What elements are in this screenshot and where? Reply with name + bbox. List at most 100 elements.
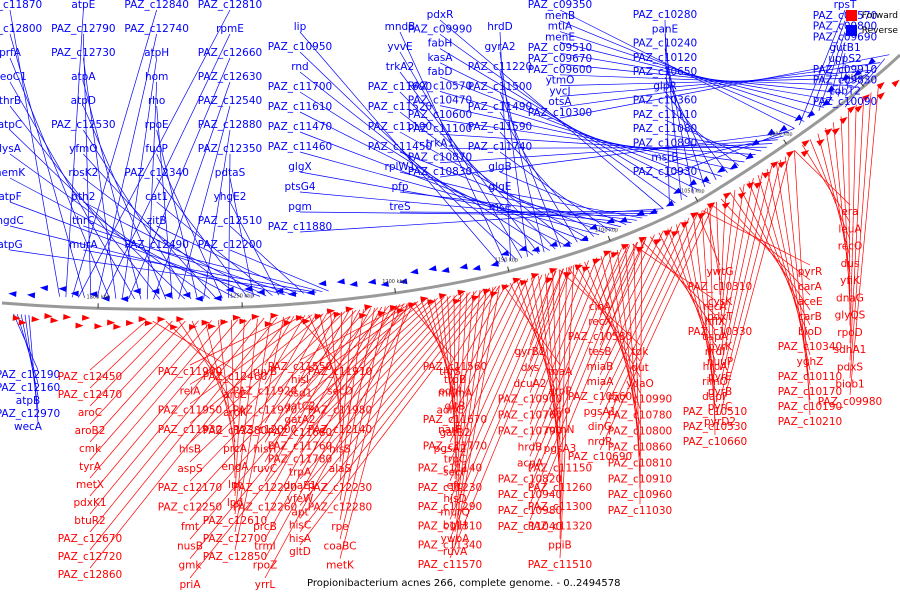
forward-gene-arrow bbox=[50, 317, 59, 324]
forward-connector bbox=[599, 234, 655, 346]
forward-connector bbox=[264, 306, 383, 521]
forward-connector bbox=[529, 241, 639, 505]
reverse-gene-arrow bbox=[717, 166, 726, 173]
reverse-gene-label: PAZ_c11610 bbox=[268, 101, 332, 113]
forward-gene-label: tdk bbox=[632, 346, 650, 358]
forward-gene-arrow bbox=[777, 161, 787, 169]
reverse-gene-label: trkA1 bbox=[426, 137, 454, 149]
reverse-connector bbox=[559, 42, 824, 108]
forward-connector bbox=[599, 203, 715, 451]
forward-gene-label: cmk bbox=[79, 443, 102, 455]
reverse-gene-label: PAZ_c11870 bbox=[0, 0, 42, 11]
reverse-connector bbox=[156, 105, 173, 300]
forward-connector bbox=[552, 271, 561, 501]
reverse-gene-arrow bbox=[665, 200, 675, 207]
reverse-gene-label: yhgE2 bbox=[214, 191, 247, 203]
reverse-connector bbox=[156, 249, 323, 293]
forward-gene-label: PAZ_c10690 bbox=[568, 451, 632, 463]
reverse-gene-label: PAZ_c10470 bbox=[408, 95, 472, 107]
figure-caption: Propionibacterium acnes 266, complete ge… bbox=[307, 578, 621, 589]
forward-connector bbox=[89, 320, 147, 371]
forward-gene-arrow bbox=[891, 79, 900, 88]
reverse-gene-label: PAZ_c09350 bbox=[528, 0, 592, 11]
reverse-gene-label: PAZ_c11520 bbox=[368, 101, 432, 113]
scale-tick bbox=[783, 139, 787, 145]
forward-gene-label: dut bbox=[631, 362, 648, 374]
forward-gene-label: carA bbox=[798, 281, 823, 293]
forward-connector bbox=[264, 310, 350, 462]
reverse-gene-arrow bbox=[244, 285, 253, 292]
reverse-gene-label: ytmO bbox=[546, 75, 575, 87]
forward-connector bbox=[264, 308, 372, 501]
forward-gene-arrow bbox=[138, 316, 147, 323]
forward-gene-label: engA bbox=[222, 461, 250, 473]
forward-gene-label: gmk bbox=[179, 560, 203, 572]
forward-gene-arrow bbox=[770, 161, 779, 169]
forward-gene-arrow bbox=[144, 320, 153, 327]
forward-gene-label: PAZ_c10860 bbox=[608, 441, 672, 453]
forward-connector bbox=[234, 318, 258, 515]
reverse-gene-label: PAZ_c12340 bbox=[124, 167, 188, 179]
forward-gene-arrow bbox=[270, 312, 279, 319]
forward-gene-arrow bbox=[753, 181, 763, 189]
reverse-gene-label: PAZ_c11220 bbox=[468, 61, 532, 73]
forward-gene-arrow bbox=[239, 318, 248, 325]
reverse-gene-arrow bbox=[132, 288, 141, 295]
forward-gene-arrow bbox=[283, 319, 292, 326]
reverse-gene-arrow bbox=[380, 280, 389, 287]
forward-connector bbox=[165, 320, 236, 389]
forward-gene-label: PAZ_c10110 bbox=[778, 371, 842, 383]
forward-gene-arrow bbox=[364, 304, 373, 311]
reverse-gene-arrow bbox=[256, 289, 265, 296]
forward-gene-label: PAZ_c12460 bbox=[203, 371, 267, 383]
forward-connector bbox=[529, 251, 614, 457]
reverse-gene-arrow bbox=[619, 216, 628, 223]
reverse-gene-label: menB bbox=[545, 10, 576, 22]
reverse-connector bbox=[82, 33, 92, 299]
forward-gene-arrow bbox=[574, 264, 584, 271]
forward-connector bbox=[299, 286, 497, 546]
forward-gene-label: PAZ_c10190 bbox=[778, 401, 842, 413]
reverse-connector bbox=[664, 91, 728, 174]
reverse-gene-label: glgB bbox=[488, 161, 511, 173]
reverse-gene-label: PAZ_c09600 bbox=[528, 64, 592, 76]
reverse-connector bbox=[808, 20, 846, 119]
reverse-gene-label: PAZ_c10950 bbox=[268, 41, 332, 53]
reverse-gene-label: zitB bbox=[147, 215, 167, 227]
forward-gene-label: prcA bbox=[223, 443, 248, 455]
reverse-gene-arrow bbox=[562, 241, 571, 247]
forward-connector bbox=[529, 263, 581, 393]
reverse-gene-arrow bbox=[853, 69, 862, 77]
forward-gene-label: yfiK bbox=[840, 275, 861, 287]
reverse-gene-arrow bbox=[490, 260, 499, 267]
forward-gene-label: PAZ_c11040 bbox=[498, 521, 562, 533]
reverse-connector bbox=[559, 74, 853, 86]
forward-gene-arrow bbox=[82, 314, 91, 321]
reverse-connector bbox=[399, 91, 556, 250]
reverse-gene-label: rnd bbox=[291, 61, 308, 73]
reverse-gene-label: PAZ_c11460 bbox=[268, 141, 332, 153]
reverse-gene-label: PAZ_c10120 bbox=[633, 52, 697, 64]
reverse-gene-label: PAZ_c09910 bbox=[813, 64, 877, 76]
reverse-connector bbox=[818, 31, 846, 112]
reverse-gene-arrow bbox=[794, 114, 803, 122]
forward-connector bbox=[447, 296, 456, 440]
forward-gene-label: PAZ_c12470 bbox=[58, 389, 122, 401]
reverse-gene-label: fabH bbox=[428, 38, 453, 50]
forward-gene-label: hisH bbox=[254, 443, 277, 455]
forward-gene-label: PAZ_c11680 bbox=[268, 427, 332, 439]
reverse-gene-label: PAZ_c12200 bbox=[198, 239, 262, 251]
forward-connector bbox=[89, 320, 160, 389]
forward-connector bbox=[719, 184, 745, 341]
forward-gene-label: sdhA1 bbox=[834, 344, 867, 356]
scale-tick bbox=[860, 82, 865, 87]
reverse-connector bbox=[844, 58, 886, 108]
reverse-gene-label: cat1 bbox=[145, 191, 168, 203]
forward-gene-arrow bbox=[816, 139, 825, 147]
reverse-connector bbox=[229, 249, 329, 292]
scale-tick-label: 1300 kbp bbox=[87, 294, 111, 300]
reverse-gene-arrow bbox=[606, 217, 615, 224]
forward-connector bbox=[264, 314, 317, 404]
forward-connector bbox=[264, 315, 295, 366]
forward-gene-arrow bbox=[653, 239, 662, 246]
